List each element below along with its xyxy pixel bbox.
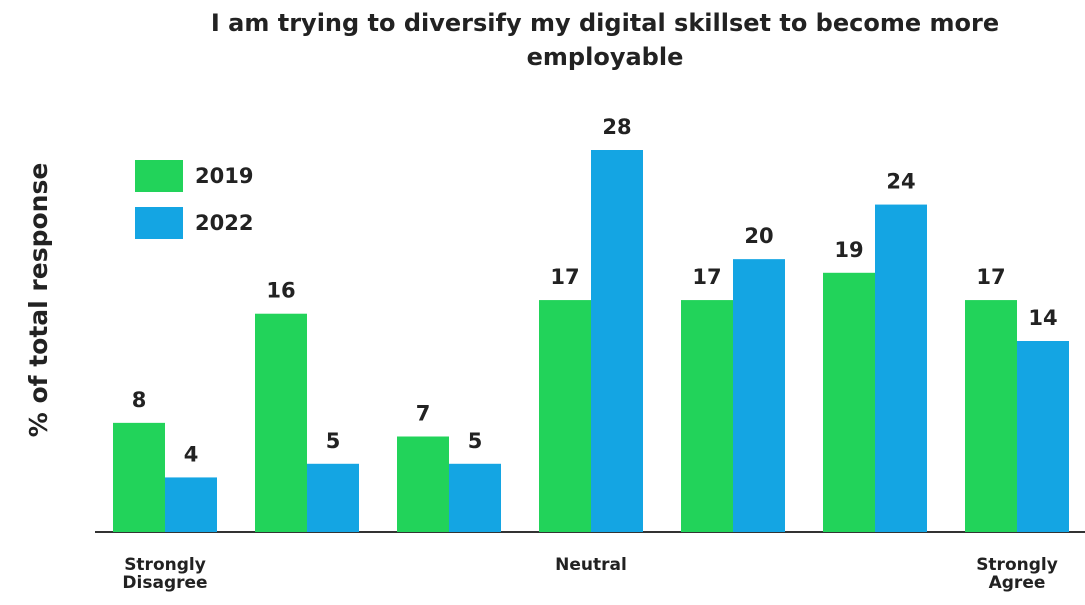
value-label: 17: [692, 265, 721, 289]
value-label: 24: [886, 170, 915, 194]
bar: [591, 150, 643, 532]
value-label: 8: [132, 388, 147, 412]
value-label: 19: [834, 238, 863, 262]
value-label: 5: [468, 429, 483, 453]
value-label: 20: [744, 224, 773, 248]
bar: [255, 313, 307, 532]
bar: [307, 463, 359, 532]
bar: [449, 463, 501, 532]
legend-label: 2022: [195, 211, 253, 235]
value-label: 17: [550, 265, 579, 289]
y-axis-label: % of total response: [24, 163, 53, 438]
value-label: 16: [266, 279, 295, 303]
bar: [965, 300, 1017, 532]
value-label: 7: [416, 402, 431, 426]
bar: [1017, 341, 1069, 532]
bar: [733, 259, 785, 532]
bar: [539, 300, 591, 532]
x-tick-label: Neutral: [555, 555, 627, 575]
legend-swatch: [135, 160, 183, 192]
value-label: 14: [1028, 306, 1057, 330]
chart-title: I am trying to diversify my digital skil…: [210, 9, 1000, 71]
value-label: 28: [602, 115, 631, 139]
x-tick-label: Strongly Agree: [976, 555, 1058, 593]
legend-swatch: [135, 207, 183, 239]
bar: [823, 272, 875, 532]
value-label: 5: [326, 429, 341, 453]
legend-label: 2019: [195, 164, 253, 188]
bar: [681, 300, 733, 532]
bar: [113, 422, 165, 532]
bar: [397, 436, 449, 532]
bar: [875, 204, 927, 533]
bar: [165, 477, 217, 532]
value-label: 4: [184, 442, 199, 466]
x-tick-label: Strongly Disagree: [122, 555, 208, 593]
value-label: 17: [976, 265, 1005, 289]
